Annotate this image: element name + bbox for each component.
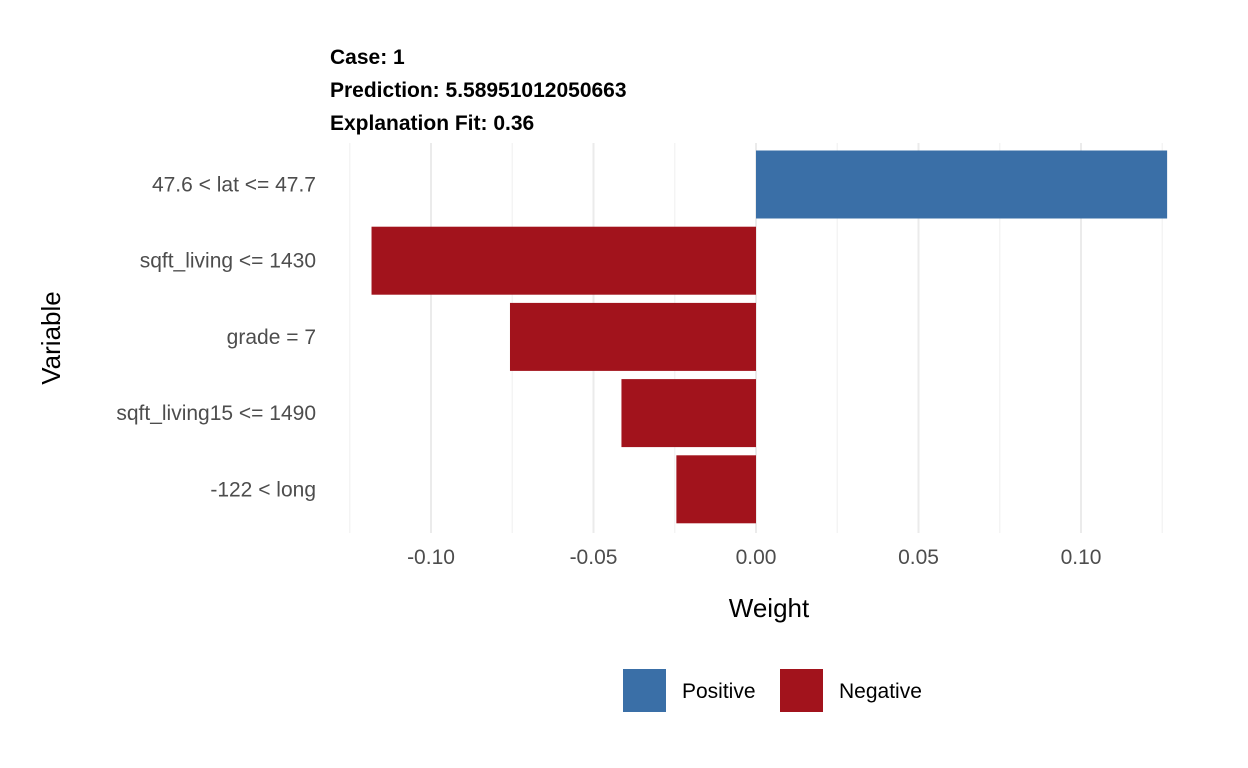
legend-swatch-positive: [623, 669, 666, 712]
bar-1: [371, 226, 756, 295]
bar-2: [509, 302, 756, 371]
y-tick-label-1: sqft_living <= 1430: [140, 250, 316, 273]
bar-4: [676, 455, 756, 524]
title-prediction: Prediction: 5.58951012050663: [330, 79, 627, 102]
x-tick-label-4: 0.10: [1061, 546, 1102, 569]
legend-swatch-negative: [780, 669, 823, 712]
y-tick-labels: 47.6 < lat <= 47.7 sqft_living <= 1430 gra…: [116, 174, 316, 502]
title-case: Case: 1: [330, 46, 405, 69]
y-tick-label-0: 47.6 < lat <= 47.7: [152, 174, 316, 197]
y-tick-label-2: grade = 7: [227, 326, 316, 349]
x-tick-label-2: 0.00: [736, 546, 777, 569]
chart-title: Case: 1 Prediction: 5.58951012050663 Exp…: [330, 46, 627, 135]
x-tick-label-1: -0.05: [570, 546, 618, 569]
x-axis-title: Weight: [729, 593, 810, 623]
title-explanation-fit: Explanation Fit: 0.36: [330, 112, 534, 135]
bars: [371, 150, 1168, 524]
y-tick-label-4: -122 < long: [210, 478, 316, 501]
x-tick-label-0: -0.10: [407, 546, 455, 569]
legend-label-negative: Negative: [839, 680, 922, 703]
y-tick-label-3: sqft_living15 <= 1490: [116, 402, 316, 425]
bar-0: [756, 150, 1168, 219]
y-axis-title: Variable: [36, 291, 66, 384]
bar-3: [621, 379, 756, 448]
x-tick-labels: -0.10 -0.05 0.00 0.05 0.10: [407, 546, 1101, 569]
legend-label-positive: Positive: [682, 680, 756, 703]
legend: Positive Negative: [623, 669, 922, 712]
x-tick-label-3: 0.05: [898, 546, 939, 569]
